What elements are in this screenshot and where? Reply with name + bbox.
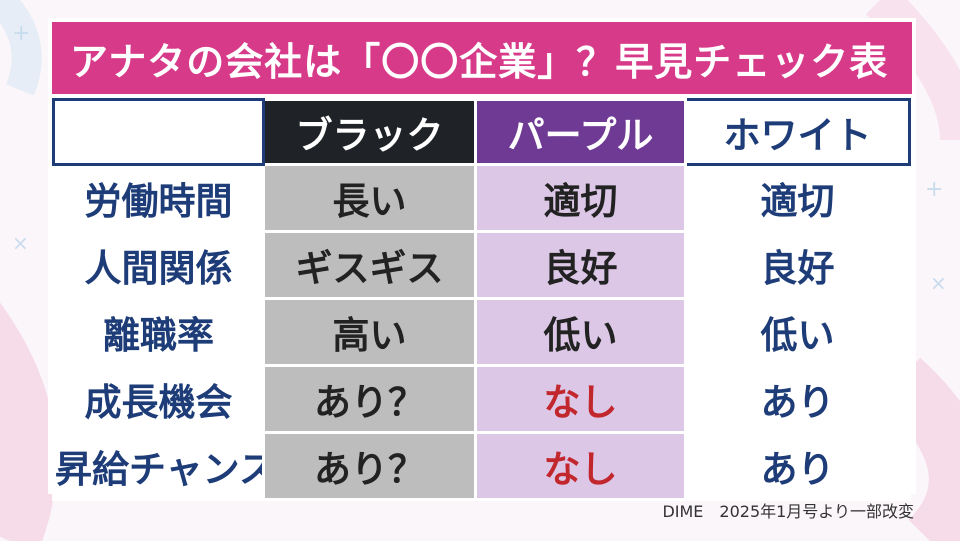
row-label: 労働時間 bbox=[52, 163, 265, 233]
cell-purple: 良好 bbox=[474, 230, 687, 300]
svg-text:×: × bbox=[12, 231, 29, 255]
cell-white: 適切 bbox=[684, 163, 911, 233]
table-row: 人間関係 ギスギス 良好 良好 bbox=[52, 230, 911, 300]
cell-purple: 適切 bbox=[474, 163, 687, 233]
table-row: 成長機会 あり？ なし あり bbox=[52, 364, 911, 434]
svg-text:+: + bbox=[12, 21, 30, 46]
table-row: 労働時間 長い 適切 適切 bbox=[52, 163, 911, 233]
cell-white: あり bbox=[684, 364, 911, 434]
row-label: 成長機会 bbox=[52, 364, 265, 434]
cell-black: 長い bbox=[262, 163, 477, 233]
cell-white: 低い bbox=[684, 297, 911, 367]
row-label: 人間関係 bbox=[52, 230, 265, 300]
header-row: ブラック パープル ホワイト bbox=[52, 98, 911, 166]
cell-black: ギスギス bbox=[262, 230, 477, 300]
title-bar: アナタの会社は「〇〇企業」？早見チェック表 bbox=[52, 22, 912, 94]
cell-black: 高い bbox=[262, 297, 477, 367]
row-label: 離職率 bbox=[52, 297, 265, 367]
row-label: 昇給チャンス bbox=[52, 431, 265, 501]
comparison-table: ブラック パープル ホワイト 労働時間 長い 適切 適切 人間関係 ギスギス 良… bbox=[52, 98, 911, 501]
cell-purple: 低い bbox=[474, 297, 687, 367]
svg-text:+: + bbox=[925, 177, 943, 202]
cell-black: あり？ bbox=[262, 364, 477, 434]
cell-white: あり bbox=[684, 431, 911, 501]
cell-purple: なし bbox=[474, 364, 687, 434]
cell-purple: なし bbox=[474, 431, 687, 501]
svg-text:×: × bbox=[930, 271, 947, 295]
cell-black: あり？ bbox=[262, 431, 477, 501]
table-row: 昇給チャンス あり？ なし あり bbox=[52, 431, 911, 501]
header-empty bbox=[52, 98, 265, 166]
cell-white: 良好 bbox=[684, 230, 911, 300]
header-purple: パープル bbox=[474, 98, 687, 166]
table-row: 離職率 高い 低い 低い bbox=[52, 297, 911, 367]
header-black: ブラック bbox=[262, 98, 477, 166]
header-white: ホワイト bbox=[684, 98, 911, 166]
page-title: アナタの会社は「〇〇企業」？早見チェック表 bbox=[70, 39, 889, 84]
source-caption: DIME 2025年1月号より一部改変 bbox=[662, 502, 914, 521]
